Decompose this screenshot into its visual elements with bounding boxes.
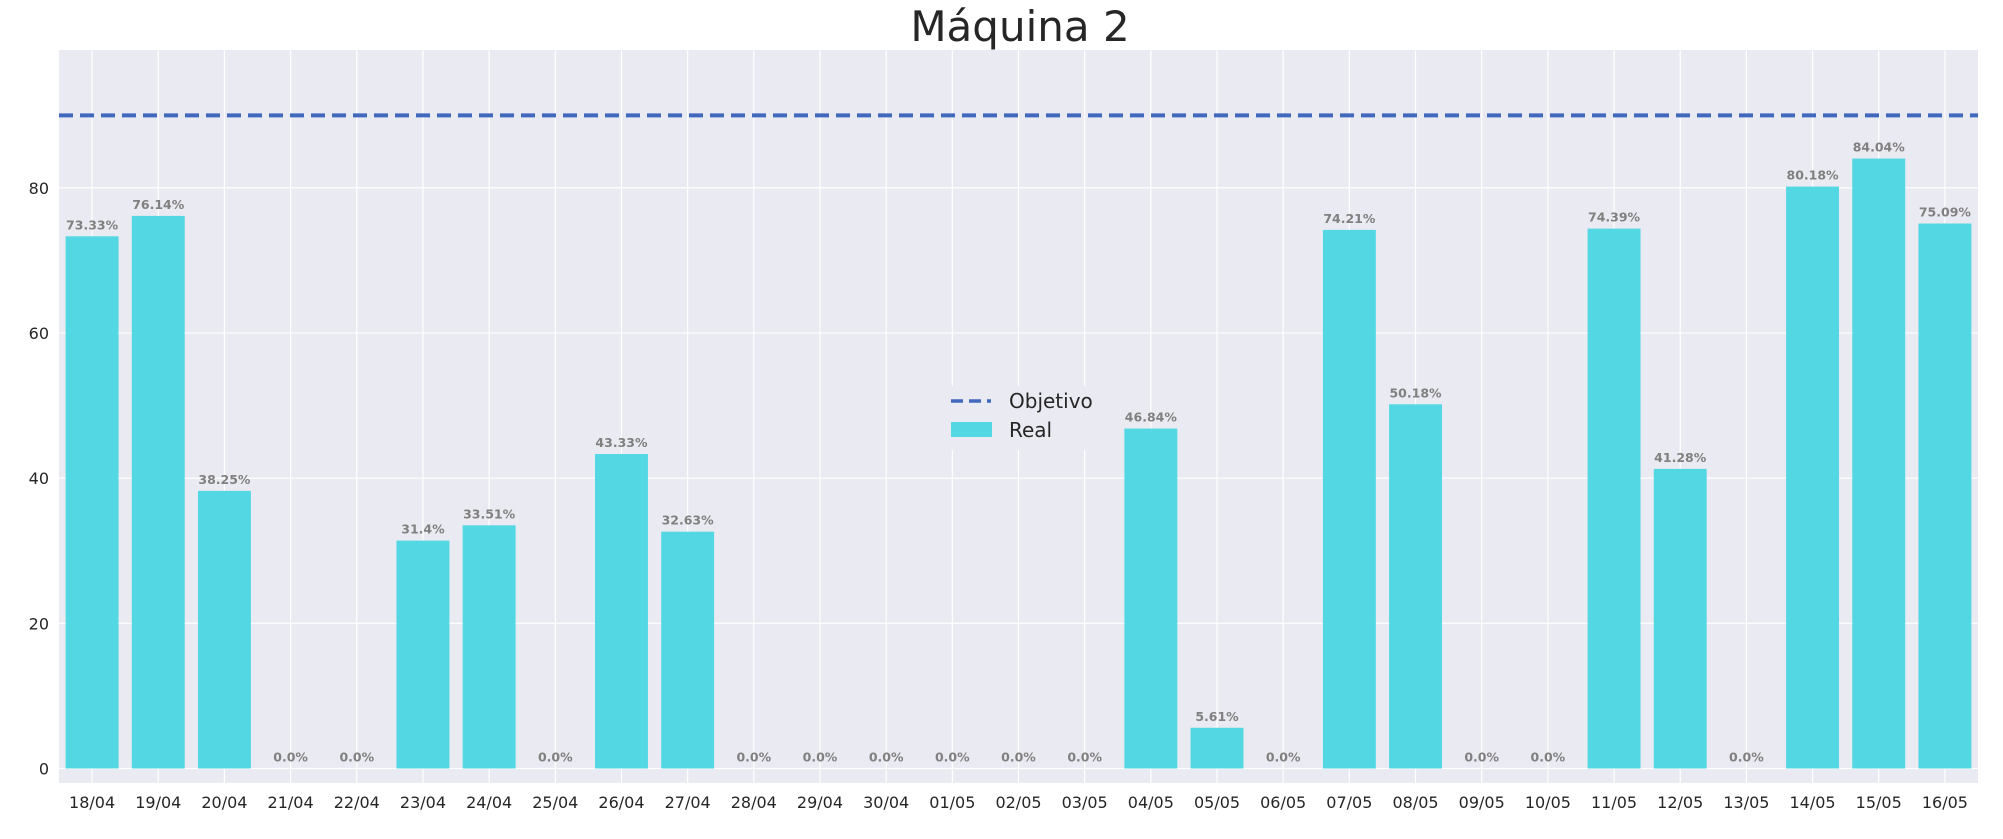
x-tick-label: 03/05 bbox=[1062, 793, 1108, 812]
x-tick-label: 01/05 bbox=[929, 793, 975, 812]
x-tick-label: 06/05 bbox=[1260, 793, 1306, 812]
y-tick-label: 40 bbox=[29, 469, 49, 488]
bar-16/05 bbox=[1918, 223, 1972, 769]
bar-08/05 bbox=[1389, 404, 1443, 769]
data-label: 5.61% bbox=[1195, 709, 1239, 724]
data-label: 31.4% bbox=[401, 522, 445, 537]
x-tick-label: 14/05 bbox=[1790, 793, 1836, 812]
data-label: 32.63% bbox=[662, 513, 715, 528]
x-tick-label: 24/04 bbox=[466, 793, 512, 812]
data-label: 0.0% bbox=[1729, 749, 1764, 764]
bars bbox=[65, 158, 1972, 769]
x-tick-label: 15/05 bbox=[1856, 793, 1902, 812]
data-label: 0.0% bbox=[869, 749, 904, 764]
legend-objetivo-label: Objetivo bbox=[1009, 389, 1093, 413]
data-label: 73.33% bbox=[66, 217, 119, 232]
bar-24/04 bbox=[462, 525, 516, 769]
x-tick-label: 09/05 bbox=[1459, 793, 1505, 812]
y-tick-label: 80 bbox=[29, 179, 49, 198]
y-tick-label: 60 bbox=[29, 324, 49, 343]
data-label: 0.0% bbox=[538, 749, 573, 764]
x-tick-label: 25/04 bbox=[532, 793, 578, 812]
bar-14/05 bbox=[1786, 186, 1840, 769]
data-label: 46.84% bbox=[1125, 410, 1178, 425]
x-tick-label: 29/04 bbox=[797, 793, 843, 812]
x-tick-label: 23/04 bbox=[400, 793, 446, 812]
x-tick-label: 21/04 bbox=[268, 793, 314, 812]
bar-04/05 bbox=[1124, 428, 1178, 769]
x-tick-label: 08/05 bbox=[1392, 793, 1438, 812]
bar-18/04 bbox=[65, 236, 119, 769]
x-tick-label: 26/04 bbox=[598, 793, 644, 812]
bar-27/04 bbox=[661, 531, 715, 769]
x-tick-label: 05/05 bbox=[1194, 793, 1240, 812]
data-label: 0.0% bbox=[273, 749, 308, 764]
x-tick-label: 16/05 bbox=[1922, 793, 1968, 812]
data-label: 0.0% bbox=[1266, 749, 1301, 764]
data-label: 33.51% bbox=[463, 506, 516, 521]
x-tick-label: 12/05 bbox=[1657, 793, 1703, 812]
x-tick-label: 22/04 bbox=[334, 793, 380, 812]
bar-12/05 bbox=[1653, 468, 1707, 769]
legend: Objetivo Real bbox=[938, 386, 1098, 450]
x-tick-label: 19/04 bbox=[135, 793, 181, 812]
bar-11/05 bbox=[1587, 228, 1641, 769]
x-tick-label: 27/04 bbox=[665, 793, 711, 812]
y-axis-ticks: 0 20 40 60 80 bbox=[29, 179, 49, 779]
x-tick-label: 30/04 bbox=[863, 793, 909, 812]
data-label: 50.18% bbox=[1389, 385, 1442, 400]
bar-19/04 bbox=[131, 215, 185, 769]
bar-07/05 bbox=[1322, 229, 1376, 769]
data-label: 74.39% bbox=[1588, 210, 1641, 225]
bar-20/04 bbox=[197, 490, 251, 769]
x-tick-label: 13/05 bbox=[1723, 793, 1769, 812]
data-label: 0.0% bbox=[1001, 749, 1036, 764]
data-label: 0.0% bbox=[803, 749, 838, 764]
data-label: 41.28% bbox=[1654, 450, 1707, 465]
x-tick-label: 20/04 bbox=[201, 793, 247, 812]
bar-26/04 bbox=[594, 454, 648, 769]
legend-real-swatch bbox=[951, 422, 992, 437]
y-tick-label: 20 bbox=[29, 614, 49, 633]
x-tick-label: 04/05 bbox=[1128, 793, 1174, 812]
data-labels: 73.33% 76.14% 38.25% 0.0% 0.0% 31.4% 33.51% 0.0… bbox=[66, 140, 1971, 765]
data-label: 76.14% bbox=[132, 197, 185, 212]
bar-23/04 bbox=[396, 540, 450, 769]
x-tick-label: 11/05 bbox=[1591, 793, 1637, 812]
data-label: 0.0% bbox=[1531, 749, 1566, 764]
data-label: 84.04% bbox=[1853, 140, 1906, 155]
data-label: 75.09% bbox=[1919, 205, 1972, 220]
chart-title: Máquina 2 bbox=[910, 2, 1130, 51]
legend-box bbox=[938, 386, 1098, 450]
data-label: 38.25% bbox=[198, 472, 251, 487]
bar-15/05 bbox=[1852, 158, 1906, 769]
data-label: 74.21% bbox=[1323, 211, 1376, 226]
bar-05/05 bbox=[1190, 727, 1244, 769]
data-label: 0.0% bbox=[935, 749, 970, 764]
data-label: 0.0% bbox=[736, 749, 771, 764]
x-axis-ticks: 18/04 19/04 20/04 21/04 22/04 23/04 24/04 25/04… bbox=[69, 793, 1968, 812]
x-tick-label: 18/04 bbox=[69, 793, 115, 812]
data-label: 80.18% bbox=[1787, 168, 1840, 183]
x-tick-label: 07/05 bbox=[1326, 793, 1372, 812]
legend-real-label: Real bbox=[1009, 418, 1052, 442]
x-tick-label: 02/05 bbox=[995, 793, 1041, 812]
data-label: 0.0% bbox=[1464, 749, 1499, 764]
x-tick-label: 10/05 bbox=[1525, 793, 1571, 812]
data-label: 0.0% bbox=[339, 749, 374, 764]
data-label: 0.0% bbox=[1067, 749, 1102, 764]
x-tick-label: 28/04 bbox=[731, 793, 777, 812]
data-label: 43.33% bbox=[595, 435, 648, 450]
y-tick-label: 0 bbox=[39, 759, 49, 778]
